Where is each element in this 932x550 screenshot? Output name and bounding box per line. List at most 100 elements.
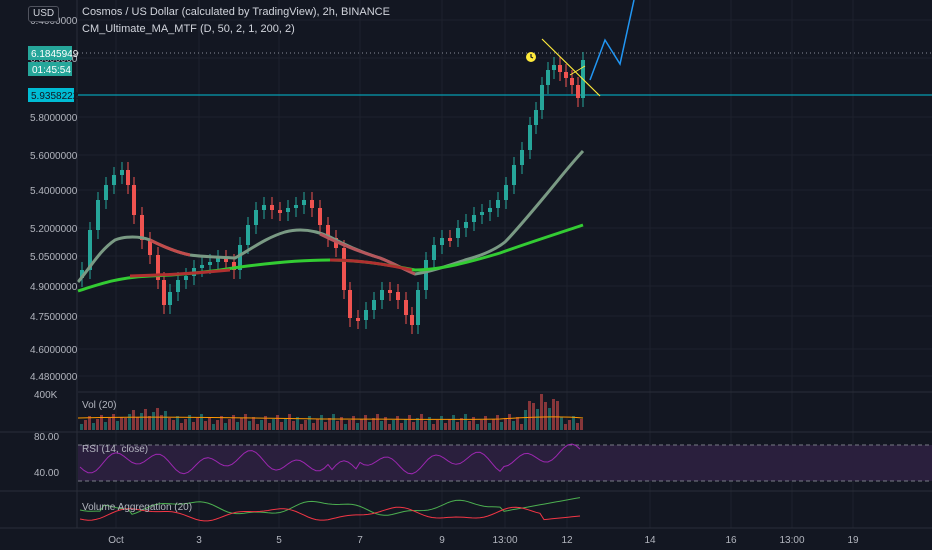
volume-bar (296, 417, 299, 430)
currency-button[interactable]: USD (28, 6, 60, 22)
volume-bar (416, 418, 419, 430)
time-axis-labels[interactable]: Oct 3 5 7 9 13:00 12 14 16 13:00 19 (108, 535, 859, 546)
price-tick-label: 4.4800000 (30, 372, 78, 383)
candle-body (410, 315, 414, 325)
candle-body (238, 245, 242, 270)
rsi-lower-label: 40.00 (34, 468, 59, 479)
volume-bar (560, 417, 563, 430)
projection-path[interactable] (589, 0, 635, 81)
candle-body (356, 318, 360, 321)
volume-bar (368, 422, 371, 430)
candle-body (246, 225, 250, 245)
symbol-title[interactable]: Cosmos / US Dollar (calculated by Tradin… (82, 6, 390, 18)
volume-bar (564, 424, 567, 430)
rsi-pane-title[interactable]: RSI (14, close) (82, 444, 148, 455)
volume-bar (392, 420, 395, 430)
volume-bar (408, 415, 411, 430)
volume-bar (272, 419, 275, 430)
volume-bar (132, 410, 135, 430)
volume-bar (460, 418, 463, 430)
volume-bar (440, 416, 443, 430)
volume-bar (496, 415, 499, 430)
volume-bar (140, 413, 143, 430)
volume-bar (284, 418, 287, 430)
rsi-upper-label: 80.00 (34, 432, 59, 443)
volume-bar (228, 419, 231, 430)
candle-body (416, 290, 420, 325)
volume-bar (580, 419, 583, 430)
candle-body (302, 200, 306, 205)
time-axis-label: 9 (439, 535, 445, 546)
volume-bar (208, 417, 211, 430)
candle-body (512, 165, 516, 185)
candle-body (488, 208, 492, 212)
volume-bar (428, 417, 431, 430)
time-axis-label: 19 (847, 535, 859, 546)
volume-pane-title[interactable]: Vol (20) (82, 400, 116, 411)
candle-body (200, 265, 204, 268)
candle-body (120, 170, 124, 175)
volume-bar (312, 423, 315, 430)
candle-body (232, 262, 236, 270)
volume-bar (304, 420, 307, 430)
candle-body (576, 85, 580, 98)
volume-bar (508, 414, 511, 430)
volume-bar (232, 415, 235, 430)
ma-fast-red-segment (149, 238, 191, 257)
volume-bar (540, 394, 543, 430)
candle-body (440, 238, 444, 245)
candle-body (520, 150, 524, 165)
trendline-drawing-2[interactable] (569, 65, 586, 76)
volume-bar (120, 417, 123, 430)
volume-bar (328, 418, 331, 430)
time-axis-label: 12 (561, 535, 573, 546)
alert-clock-icon[interactable] (526, 52, 536, 62)
volume-bar (316, 419, 319, 430)
candle-body (162, 280, 166, 305)
countdown-label: 01:45:54 (32, 65, 71, 76)
volume-bar (276, 415, 279, 430)
trendline-drawing[interactable] (541, 38, 601, 97)
volume-bar (268, 423, 271, 430)
volume-bar (516, 417, 519, 430)
volume-bar (172, 420, 175, 430)
volume-bar (188, 415, 191, 430)
candle-body (364, 310, 368, 320)
last-price-tag: 6.1845949 (28, 46, 79, 60)
candle-body (104, 185, 108, 200)
volume-bar (448, 419, 451, 430)
ma-slow-line (77, 223, 584, 293)
volume-bar (248, 421, 251, 430)
time-axis-label: 7 (357, 535, 363, 546)
candle-body (558, 65, 562, 72)
candle-body (262, 205, 266, 210)
hline-price-tag[interactable]: 5.9358222 (28, 88, 79, 102)
candle-body (148, 240, 152, 255)
volume-bar (344, 424, 347, 430)
volume-bar (424, 421, 427, 430)
volume-bar (452, 415, 455, 430)
candle-body (552, 65, 556, 70)
volume-bar (432, 424, 435, 430)
candle-body (286, 208, 290, 212)
candle-body (496, 200, 500, 208)
volume-bar (500, 422, 503, 430)
volume-bar (364, 415, 367, 430)
candle-body (112, 175, 116, 185)
indicator-legend[interactable]: CM_Ultimate_MA_MTF (D, 50, 2, 1, 200, 2) (82, 23, 295, 35)
rsi-line (79, 443, 581, 475)
volume-bar (288, 414, 291, 430)
volume-bar (372, 418, 375, 430)
volume-bar (464, 414, 467, 430)
time-axis-label: 5 (276, 535, 282, 546)
volume-bar (480, 420, 483, 430)
volume-aggregation-red-line (79, 506, 581, 522)
volume-aggregation-pane-title[interactable]: Volume Aggregation (20) (82, 502, 192, 513)
volume-bar (116, 421, 119, 430)
candlestick-series (80, 52, 585, 334)
price-tick-label: 4.6000000 (30, 345, 78, 356)
rsi-band (78, 445, 932, 481)
volume-bar (332, 414, 335, 430)
time-axis-label: 13:00 (492, 535, 517, 546)
